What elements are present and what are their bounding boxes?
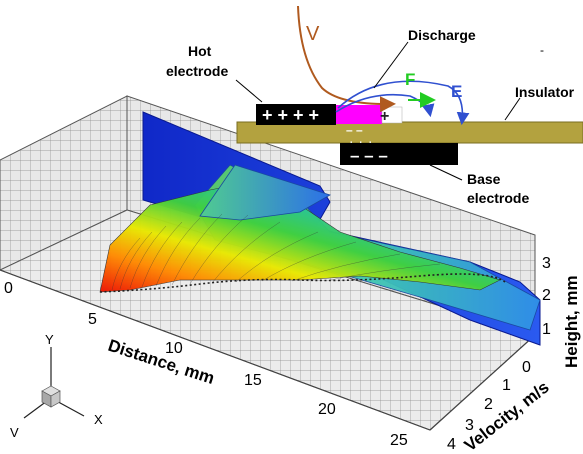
height-tick-3: 3 [542, 255, 551, 272]
dotted-base-edge [99, 273, 506, 293]
triad-x-label: X [94, 412, 103, 427]
velocity-surface [99, 111, 541, 346]
distance-tick-5: 5 [88, 311, 97, 328]
discharge-label: Discharge [408, 27, 476, 43]
height-tick-2: 2 [542, 287, 551, 304]
velocity-tick-1: 1 [502, 377, 511, 394]
actuator-schematic: + + + + + – – + + + – – – V Discharge - … [166, 5, 583, 206]
triad-y-label: Y [45, 332, 54, 347]
charged-segment-plus: + [380, 108, 389, 125]
velocity-profile-curve [297, 5, 396, 113]
base-electrode-charges: – – – [350, 146, 388, 165]
insulator-label: Insulator [515, 84, 575, 100]
height-axis-label: Height, mm [562, 275, 581, 368]
triad-cube-right [50, 390, 61, 408]
velocity-tick-4: 4 [447, 436, 456, 453]
orientation-triad: Y X V [10, 332, 103, 440]
velocity-tick-3: 3 [465, 417, 474, 434]
base-electrode-leader [429, 164, 463, 181]
distance-tick-25: 25 [390, 432, 408, 449]
hot-electrode-charges: + + + + [262, 105, 319, 125]
hot-electrode-label-2: electrode [166, 63, 228, 79]
insulator-leader [504, 97, 521, 121]
velocity-tick-2: 2 [484, 396, 493, 413]
height-tick-1: 1 [542, 321, 551, 338]
charged-segment [336, 105, 382, 124]
dash-mark: - [540, 43, 544, 57]
hot-electrode-leader [235, 79, 263, 103]
discharge-leader [373, 41, 409, 89]
field-line-1 [337, 80, 470, 126]
field-label: E [451, 82, 462, 101]
triad-v-label: V [10, 425, 19, 440]
v-label: V [306, 23, 320, 45]
hot-electrode-label-1: Hot [188, 43, 212, 59]
contour-lines [111, 213, 441, 291]
base-electrode [340, 143, 458, 165]
force-label: F [405, 70, 415, 89]
height-axis: 3 2 1 Height, mm [542, 255, 581, 368]
insulator-minus-charges: – – [346, 123, 363, 137]
fan-surface [99, 179, 501, 293]
velocity-tick-0: 0 [522, 359, 531, 376]
distance-tick-0: 0 [4, 280, 13, 297]
upper-arm [199, 164, 331, 221]
insulator-plate [236, 121, 583, 144]
distance-tick-20: 20 [318, 401, 336, 418]
hot-electrode [256, 104, 336, 125]
base-electrode-label-2: electrode [467, 190, 529, 206]
base-electrode-label-1: Base [467, 171, 501, 187]
distance-tick-15: 15 [244, 372, 262, 389]
distance-tick-10: 10 [165, 340, 183, 357]
